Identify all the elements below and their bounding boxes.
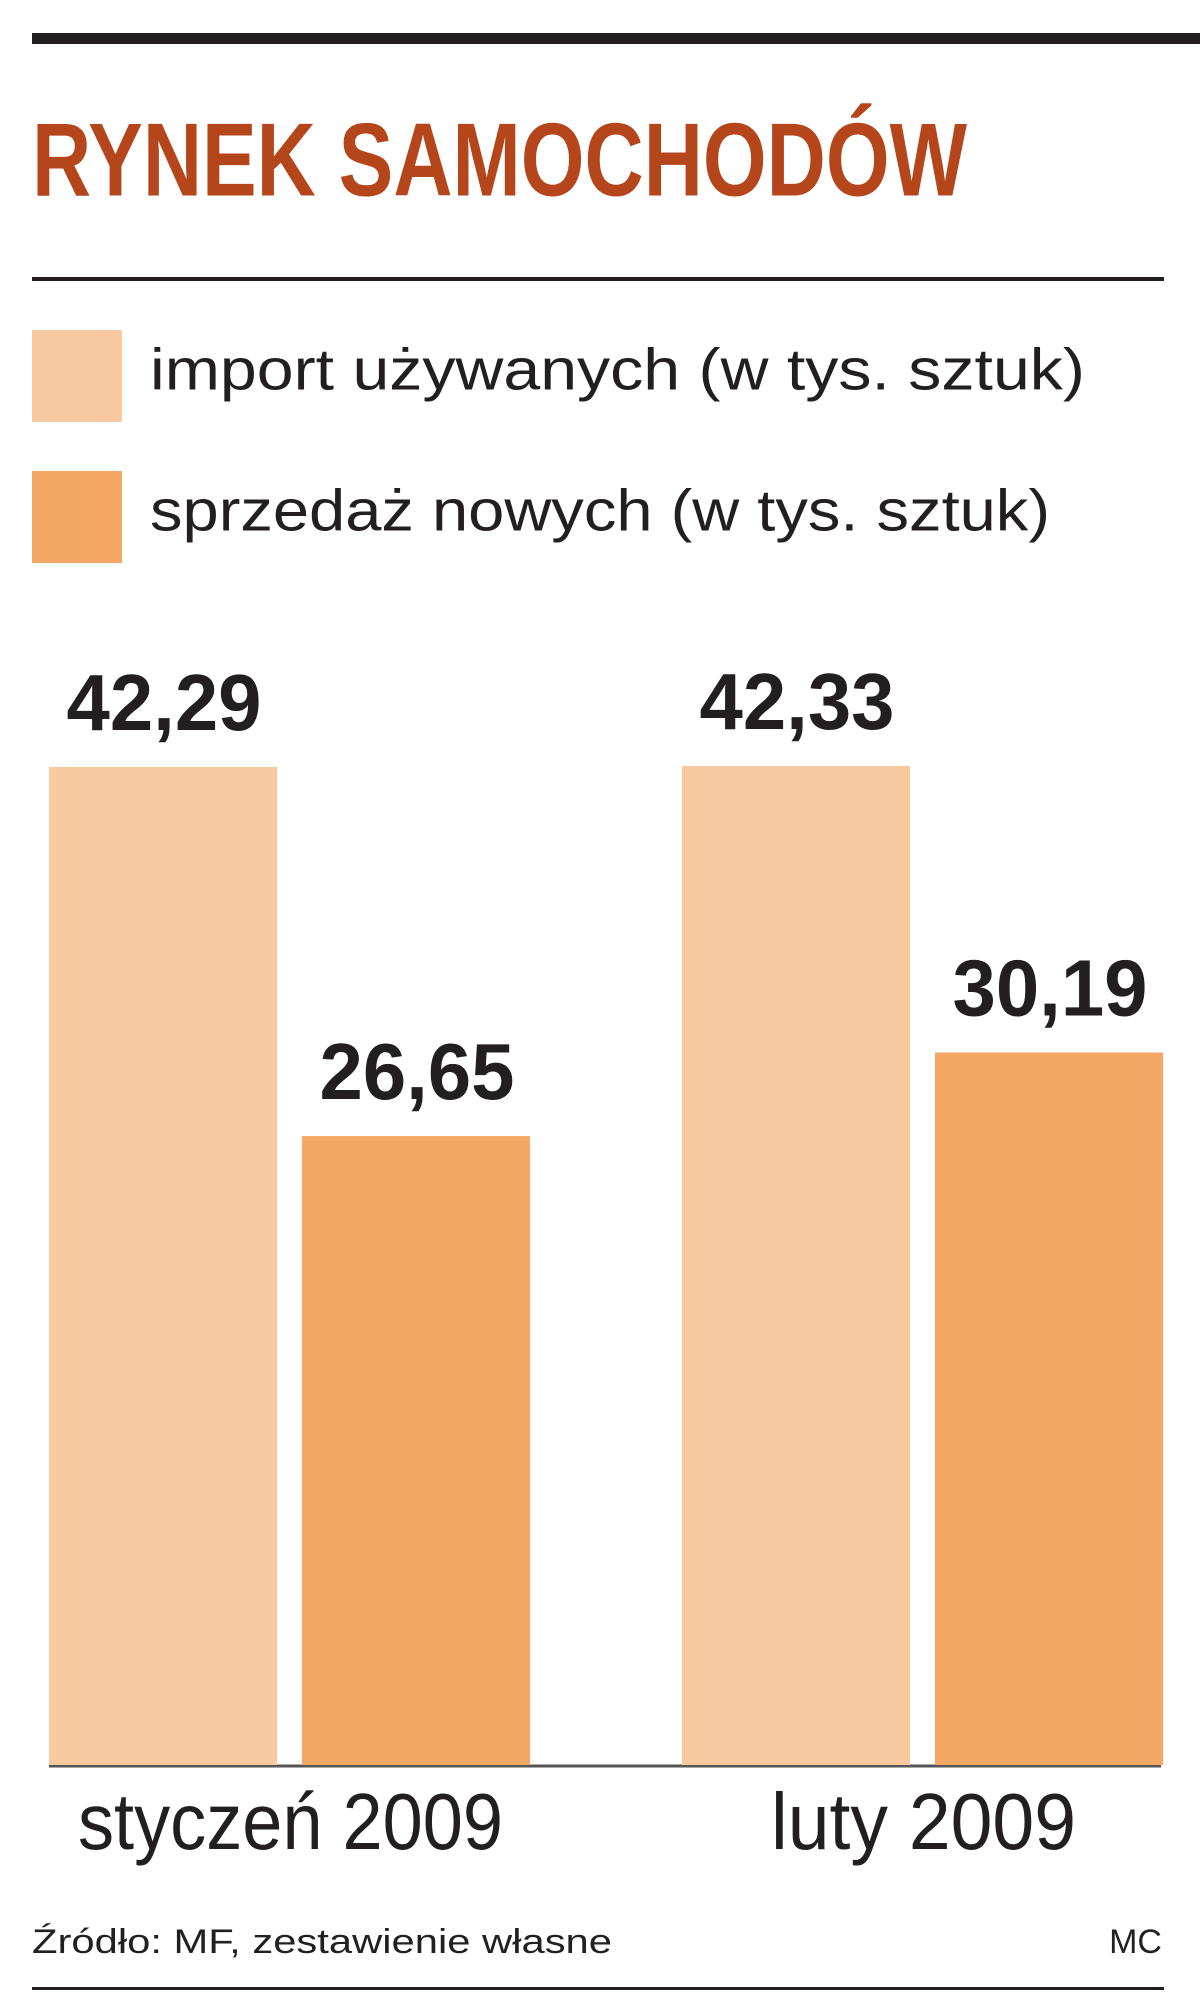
- bar: [935, 1052, 1163, 1765]
- x-tick-label: styczeń 2009: [78, 1777, 503, 1866]
- bottom-rule: [32, 1987, 1164, 1990]
- value-label: 42,29: [67, 658, 262, 747]
- source: Źródło: MF, zestawienie własne: [32, 1923, 612, 1961]
- top-rule: [32, 33, 1200, 44]
- bar: [682, 766, 910, 1765]
- legend-label: sprzedaż nowych (w tys. sztuk): [150, 478, 1050, 543]
- bar: [49, 766, 277, 1765]
- chart-title: RYNEK SAMOCHODÓW: [32, 102, 968, 218]
- legend-swatch: [32, 330, 122, 422]
- legend-label: import używanych (w tys. sztuk): [150, 337, 1085, 402]
- value-label: 30,19: [953, 944, 1148, 1033]
- value-label: 42,33: [700, 657, 895, 746]
- credit: MC: [1109, 1923, 1162, 1961]
- legend-swatch: [32, 471, 122, 563]
- x-tick-label: luty 2009: [771, 1777, 1076, 1866]
- title-rule: [32, 277, 1164, 281]
- bar: [302, 1136, 530, 1765]
- value-label: 26,65: [320, 1027, 515, 1116]
